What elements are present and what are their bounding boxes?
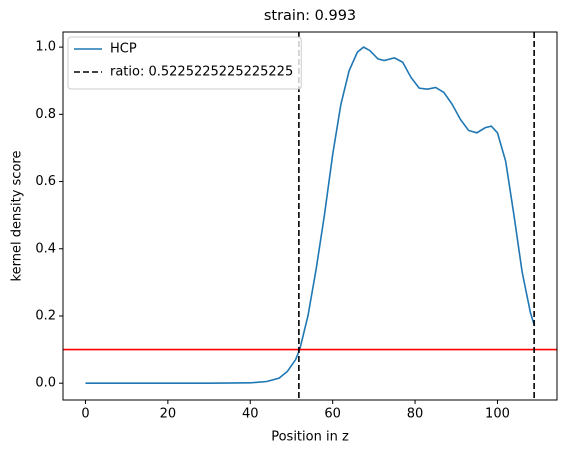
legend: HCP ratio: 0.5225225225225225: [67, 36, 302, 90]
y-tick-label: 0.6: [35, 174, 56, 189]
legend-label: ratio: 0.5225225225225225: [110, 65, 293, 80]
y-tick-label: 0.0: [35, 376, 56, 391]
chart-title: strain: 0.993: [264, 8, 356, 24]
x-tick-label: 60: [324, 407, 341, 422]
legend-box: [67, 36, 302, 90]
y-tick-label: 0.4: [35, 241, 56, 256]
y-tick-label: 0.8: [35, 107, 56, 122]
y-tick-label: 1.0: [35, 40, 56, 55]
y-tick-label: 0.2: [35, 308, 56, 323]
x-axis-label: Position in z: [271, 430, 349, 445]
x-tick-label: 80: [407, 407, 424, 422]
plot-frame: [62, 31, 558, 401]
x-tick-label: 100: [485, 407, 510, 422]
y-axis-label: kernel density score: [10, 151, 25, 282]
data-line: [85, 46, 536, 384]
x-tick-label: 40: [242, 407, 259, 422]
plot-area: [63, 32, 557, 400]
legend-label: HCP: [110, 42, 137, 57]
x-tick-label: 20: [160, 407, 177, 422]
x-tick-label: 0: [81, 407, 89, 422]
